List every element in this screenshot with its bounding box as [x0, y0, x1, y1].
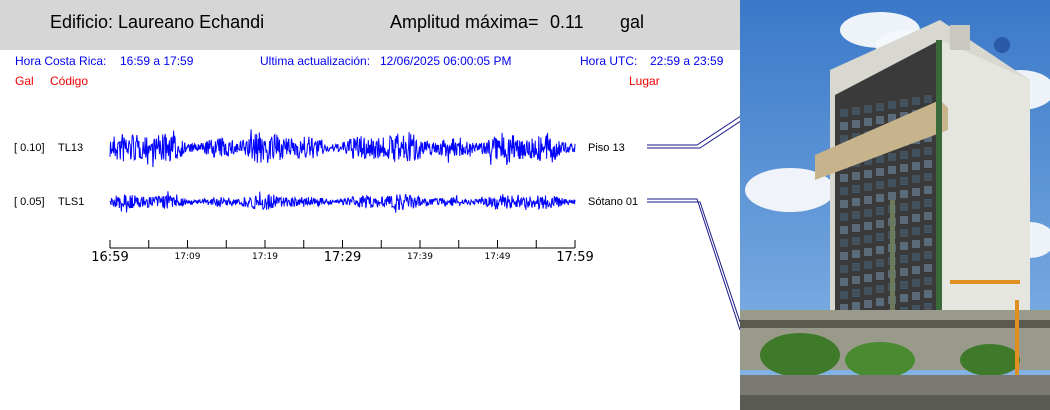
utc-time-label: Hora UTC: [580, 54, 638, 68]
tick-label-1659: 16:59 [91, 250, 128, 265]
column-place: Lugar [629, 74, 660, 88]
tick-label-1729: 17:29 [324, 250, 361, 265]
building-photo [740, 0, 1050, 410]
tick-label-1739: 17:39 [407, 252, 433, 262]
amplitude-label: Amplitud máxima= [390, 12, 539, 32]
building-title: Edificio: Laureano Echandi [50, 12, 264, 33]
tick-label-1759: 17:59 [556, 250, 593, 265]
local-time-label: Hora Costa Rica: [15, 54, 107, 68]
tick-label-1749: 17:49 [485, 252, 511, 262]
trace-1-place: Piso 13 [588, 142, 625, 154]
column-code: Código [50, 74, 89, 88]
column-gal: Gal [15, 74, 34, 88]
trace-tl13 [109, 129, 576, 168]
trace-tls1 [109, 191, 576, 213]
tick-label-1709: 17:09 [175, 252, 201, 262]
building-name: Laureano Echandi [118, 12, 265, 32]
connector-piso13 [647, 99, 740, 149]
trace-2-code: TLS1 [58, 196, 85, 208]
update-value: 12/06/2025 06:00:05 PM [380, 54, 512, 68]
trace-2-place: Sótano 01 [588, 196, 639, 208]
trace-1-code: TL13 [58, 142, 84, 154]
local-time-range: 16:59 a 17:59 [120, 54, 194, 68]
trace-1-amplitude: [ 0.10] [14, 142, 45, 154]
building-prefix: Edificio: [50, 12, 114, 32]
time-axis: 16:59 17:29 17:59 17:09 17:19 17:39 17:49 [91, 240, 594, 265]
utc-time-range: 22:59 a 23:59 [650, 54, 724, 68]
seismogram-chart: 16:59 17:29 17:59 17:09 17:19 17:39 17:49 [91, 99, 740, 331]
header-bar: Edificio: Laureano Echandi Amplitud máxi… [0, 0, 740, 50]
amplitude-unit: gal [620, 12, 645, 32]
update-label: Ultima actualización: [260, 54, 371, 68]
amplitude-value: 0.11 [550, 12, 584, 32]
trace-2-amplitude: [ 0.05] [14, 196, 45, 208]
connector-sotano01 [647, 198, 740, 331]
tick-label-1719: 17:19 [252, 252, 278, 262]
